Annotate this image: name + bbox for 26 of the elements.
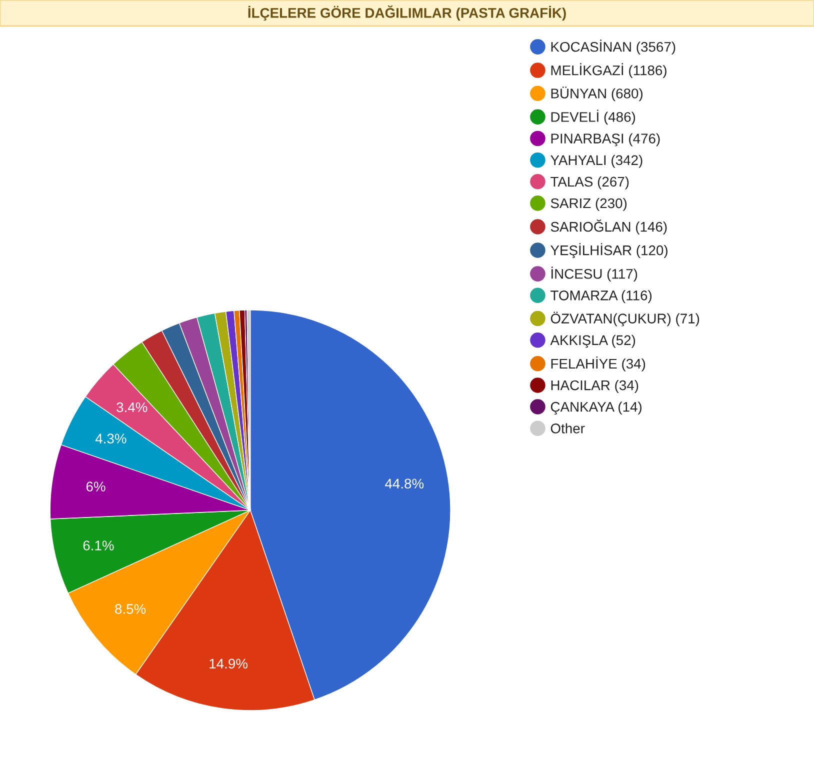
legend-label: FELAHİYE (34): [551, 356, 646, 372]
data-label: 44.8%: [385, 478, 424, 489]
legend-label: AKKIŞLA (52): [550, 334, 636, 348]
data-label: 14.9%: [210, 658, 248, 669]
legend-label: Other: [550, 423, 585, 434]
legend-label: ÇANKAYA (14): [550, 402, 642, 415]
legend-label: MELİKGAZİ (1186): [551, 63, 666, 78]
legend-label: TALAS (267): [550, 176, 629, 190]
chart-title: İLÇELERE GÖRE DAĞILIMLAR (PASTA GRAFİK): [248, 5, 566, 21]
legend-label: SARIZ (230): [550, 198, 627, 211]
legend-label: SARIOĞLAN (146): [550, 220, 667, 234]
legend-label: DEVELİ (486): [551, 110, 636, 125]
data-label: 6.1%: [83, 540, 114, 550]
legend-label: TOMARZA (116): [550, 290, 652, 304]
legend-label: BÜNYAN (680): [551, 86, 642, 102]
legend-label: YAHYALI (342): [550, 154, 642, 168]
legend-label: KOCASİNAN (3567): [551, 40, 676, 55]
data-label: 3.4%: [116, 402, 148, 412]
data-label: 6%: [86, 482, 106, 492]
legend-label: HACILAR (34): [551, 380, 638, 393]
data-label: 8.5%: [115, 604, 146, 614]
data-label: 4.3%: [95, 434, 126, 444]
legend-label: İNCESU (117): [552, 266, 638, 282]
legend-label: ÖZVATAN(ÇUKUR) (71): [550, 312, 700, 326]
legend-label: YEŞİLHİSAR (120): [550, 243, 668, 258]
legend-label: PINARBAŞI (476): [551, 133, 660, 146]
